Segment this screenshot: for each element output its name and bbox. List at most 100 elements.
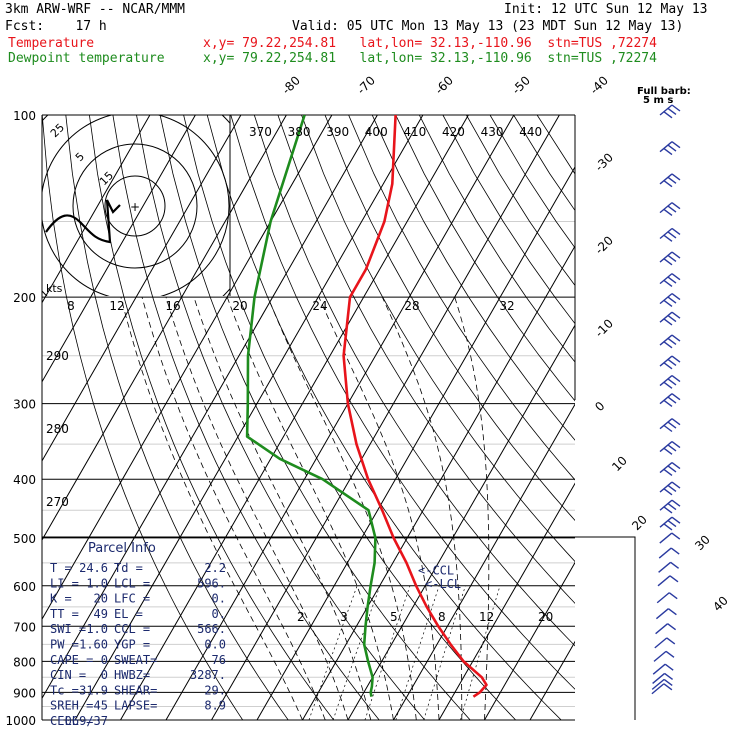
wind-barb xyxy=(657,575,679,587)
parcel-value: 0.0 xyxy=(204,638,226,652)
mixing-ratio-label: 2 xyxy=(297,610,305,624)
barb-flag xyxy=(671,532,681,540)
moist-adiabat xyxy=(267,296,417,720)
mixing-ratio-label: 8 xyxy=(438,610,446,624)
pressure-label: 400 xyxy=(13,473,36,487)
barb-flag xyxy=(663,683,673,691)
pressure-label: 700 xyxy=(13,620,36,634)
isotherm xyxy=(42,115,242,462)
barb-staff xyxy=(651,683,665,695)
barb-flag xyxy=(667,296,677,304)
barb-flag xyxy=(670,561,680,569)
pressure-label: 300 xyxy=(13,398,36,412)
barb-flag xyxy=(663,381,673,389)
barb-flag xyxy=(667,337,677,345)
wind-barb xyxy=(658,547,680,559)
barb-legend-title: Full barb: xyxy=(637,86,691,97)
hodograph-kts-label: kts xyxy=(46,282,63,295)
sounding-profiles xyxy=(245,115,488,698)
parcel-value: 29. xyxy=(204,683,226,697)
barb-flag xyxy=(667,144,677,152)
dry-adiabat xyxy=(159,115,471,720)
mixing-ratio-line xyxy=(423,585,466,720)
isotherm xyxy=(74,115,424,720)
temperature-tick-label: 20 xyxy=(629,512,650,533)
wind-barb xyxy=(659,173,681,188)
barb-staff xyxy=(659,173,673,185)
dewpoint-legend-info: x,y= 79.22,254.81 lat,lon= 32.13,-110.96… xyxy=(203,51,657,66)
hodograph-ring-label: 25 xyxy=(48,121,67,140)
wind-barb xyxy=(659,273,681,288)
parcel-label: SHEAR= xyxy=(114,683,157,697)
dry-adiabat xyxy=(301,115,575,563)
dewpoint-legend-label: Dewpoint temperature xyxy=(8,51,165,66)
wind-barb xyxy=(654,637,676,649)
dry-adiabat xyxy=(136,115,426,720)
barb-flag xyxy=(663,523,673,531)
temperature-profile xyxy=(342,115,488,698)
parcel-value: 0 xyxy=(101,653,108,667)
wind-barb xyxy=(653,650,675,662)
barb-flag xyxy=(667,465,677,473)
parcel-label: EL = xyxy=(114,607,143,621)
theta-label: 440 xyxy=(519,125,542,139)
barb-flag xyxy=(667,396,677,404)
barb-flag xyxy=(663,447,673,455)
isotherm xyxy=(347,324,575,720)
moist-adiabat xyxy=(141,296,326,720)
wind-barb xyxy=(659,251,681,266)
barb-flag xyxy=(671,273,681,281)
barb-flag xyxy=(668,592,678,600)
barb-staff xyxy=(651,678,665,690)
pressure-label: 900 xyxy=(13,686,36,700)
barb-flag xyxy=(667,608,677,616)
barb-flag xyxy=(667,315,677,323)
barb-flag xyxy=(663,258,673,266)
barb-flag xyxy=(667,231,677,239)
barb-flag xyxy=(671,104,681,112)
barb-flag xyxy=(671,516,681,524)
theta-left-label: 290 xyxy=(46,349,69,363)
theta-label: 370 xyxy=(249,125,272,139)
barb-staff xyxy=(659,418,673,430)
temperature-legend-label: Temperature xyxy=(8,36,95,51)
isotherm xyxy=(393,403,575,720)
barb-flag xyxy=(671,202,681,210)
parcel-info-box: Parcel Info T = 24.6 Td = 2.2 LI = 1.0 LCL = 59… xyxy=(42,536,636,728)
barb-staff xyxy=(659,393,673,405)
parcel-label: T = xyxy=(50,561,72,575)
hodograph-speed-label: 20 xyxy=(232,299,247,313)
dry-adiabat xyxy=(324,115,575,521)
parcel-value: 2.2 xyxy=(204,561,226,575)
parcel-label: CCL = xyxy=(114,622,150,636)
barb-flag xyxy=(663,424,673,433)
wind-barb xyxy=(651,678,673,690)
temperature-tick-label: -40 xyxy=(587,73,611,97)
barb-flag xyxy=(671,481,681,489)
wind-barb xyxy=(659,462,681,476)
parcel-value: 20 xyxy=(94,592,108,606)
barb-staff xyxy=(658,561,672,573)
dry-adiabat xyxy=(253,115,575,647)
wind-barb xyxy=(659,104,681,119)
hodograph-ring xyxy=(72,143,198,269)
isotherm xyxy=(438,482,575,720)
isotherm xyxy=(42,115,378,700)
wind-barb xyxy=(659,481,681,496)
parcel-label: CAPE = xyxy=(50,653,93,667)
barb-staff xyxy=(659,481,673,493)
valid-time: Valid: 05 UTC Mon 13 May 13 (23 MDT Sun … xyxy=(292,19,684,34)
barb-flag xyxy=(663,279,673,288)
isotherm xyxy=(302,245,575,720)
barb-flag xyxy=(665,650,675,658)
barb-flag xyxy=(664,663,674,671)
barb-flag xyxy=(667,378,677,386)
wind-barb xyxy=(659,227,681,242)
parcel-label: HWBZ= xyxy=(114,668,150,682)
barb-flag xyxy=(667,276,677,284)
hodograph-ring xyxy=(42,115,230,296)
forecast-hour: Fcst: 17 h xyxy=(5,19,107,34)
theta-label: 390 xyxy=(326,125,349,139)
barb-staff xyxy=(657,575,671,587)
dry-adiabat xyxy=(277,115,575,604)
